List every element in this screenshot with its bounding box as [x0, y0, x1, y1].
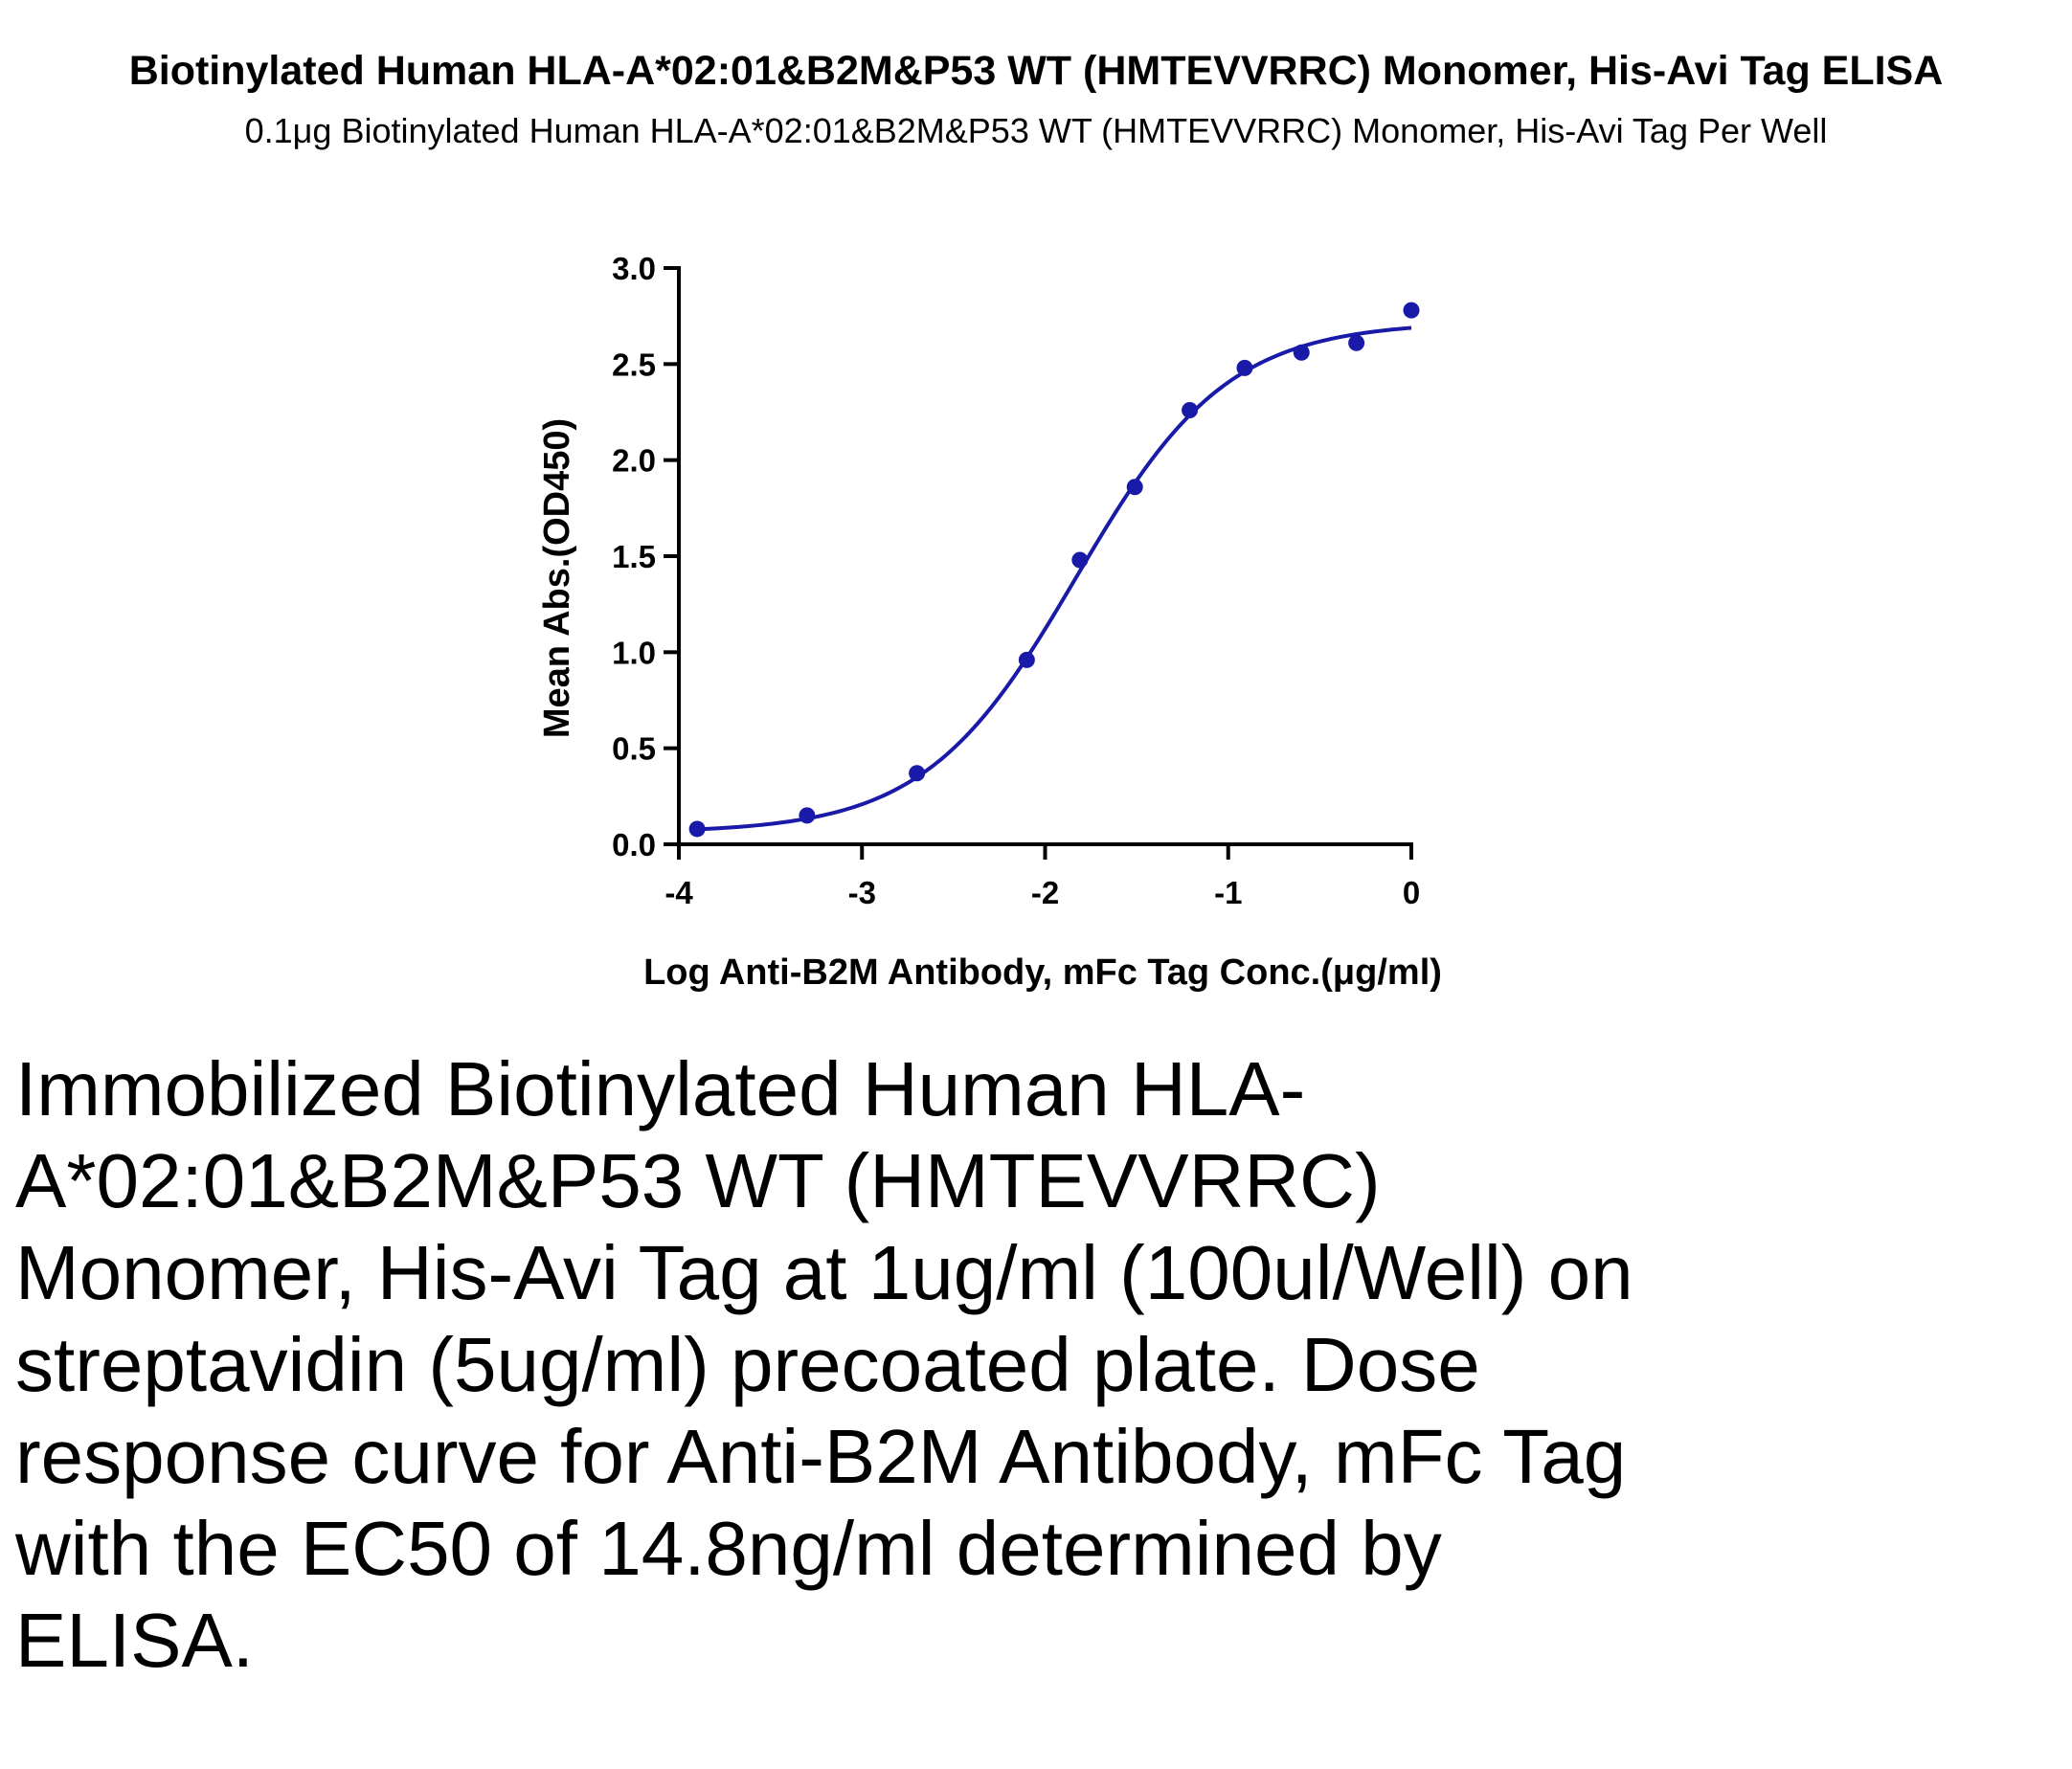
y-tick-label: 0.0 [612, 827, 656, 862]
data-point [1126, 479, 1143, 496]
y-tick-label: 0.5 [612, 731, 656, 767]
x-tick-label: -3 [848, 875, 876, 910]
y-tick-label: 1.0 [612, 635, 656, 670]
y-axis-title: Mean Abs.(OD450) [537, 418, 577, 738]
chart-subtitle: 0.1μg Biotinylated Human HLA-A*02:01&B2M… [244, 111, 1828, 150]
y-tick-label: 2.0 [612, 443, 656, 479]
elisa-dose-response-chart: 0.0 0.5 1.0 1.5 2.0 2.5 3.0 -4 -3 -2 -1 0 Mean Abs.… [537, 251, 1442, 993]
y-tick-label: 2.5 [612, 347, 656, 382]
x-tick-label: -4 [664, 875, 693, 910]
data-point [1182, 401, 1199, 418]
figure-caption: Immobilized Biotinylated Human HLA-A*02:… [15, 1046, 1633, 1683]
data-point [688, 820, 706, 838]
data-point [1236, 359, 1253, 376]
x-tick-label: -2 [1031, 875, 1059, 910]
data-point [1018, 651, 1035, 668]
y-tick-label: 3.0 [612, 251, 656, 286]
data-point [909, 765, 926, 782]
data-point [1403, 302, 1420, 319]
data-points [688, 302, 1420, 838]
data-point [1293, 344, 1310, 361]
chart-title: Biotinylated Human HLA-A*02:01&B2M&P53 W… [128, 48, 1944, 94]
data-point [799, 807, 816, 824]
chart-axes: 0.0 0.5 1.0 1.5 2.0 2.5 3.0 -4 -3 -2 -1 0 [612, 251, 1420, 910]
x-tick-label: 0 [1403, 875, 1420, 910]
data-point [1348, 334, 1365, 351]
y-tick-label: 1.5 [612, 539, 656, 574]
x-axis-title: Log Anti-B2M Antibody, mFc Tag Conc.(μg/… [643, 952, 1442, 993]
data-point [1071, 551, 1089, 569]
fit-curve [693, 325, 1412, 832]
x-tick-label: -1 [1214, 875, 1242, 910]
